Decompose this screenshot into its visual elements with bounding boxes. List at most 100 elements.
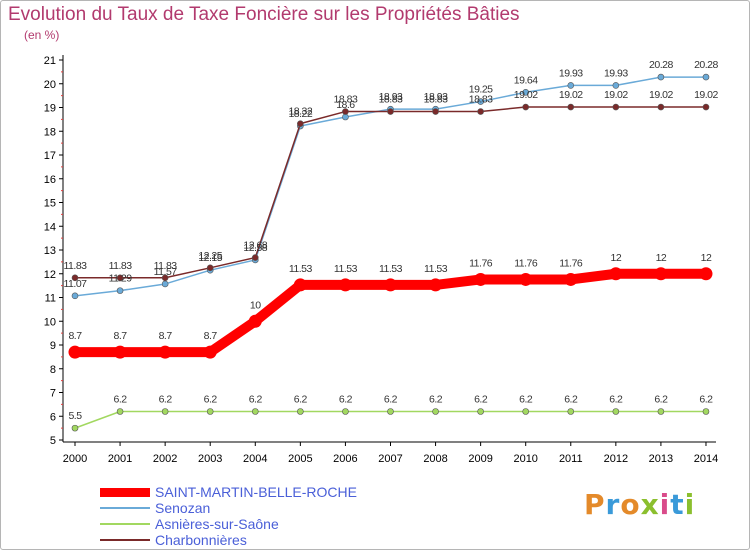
data-label: 19.93 [559, 67, 583, 79]
data-point [161, 274, 169, 282]
legend-item: Charbonnières [100, 532, 420, 548]
data-label: 6.2 [474, 394, 488, 406]
data-point [522, 103, 530, 111]
data-point [612, 82, 620, 89]
x-tick-label: 2010 [513, 453, 537, 465]
x-tick-label: 2005 [288, 453, 312, 465]
y-tick-label: 15 [44, 198, 56, 210]
legend-swatch [100, 487, 150, 497]
data-label: 6.2 [699, 394, 713, 406]
data-label: 11.76 [469, 257, 493, 269]
data-point [387, 108, 394, 115]
data-point [251, 254, 259, 261]
legend-swatch [100, 539, 150, 541]
data-point [113, 345, 127, 359]
legend-label: Charbonnières [155, 532, 247, 548]
data-point [206, 408, 214, 415]
x-tick-label: 2008 [423, 453, 447, 465]
data-label: 11.76 [514, 257, 538, 269]
data-label: 6.2 [159, 394, 173, 406]
data-point [161, 280, 169, 288]
data-label: 18.22 [288, 108, 312, 120]
data-point [248, 314, 262, 328]
data-label: 18.93 [379, 91, 403, 103]
y-tick-label: 19 [44, 103, 56, 115]
chart-title: Evolution du Taux de Taxe Foncière sur l… [8, 4, 520, 25]
data-label: 8.7 [204, 330, 218, 342]
data-point [522, 89, 530, 96]
data-point [161, 408, 169, 415]
x-tick-label: 2013 [649, 453, 673, 465]
data-label: 6.2 [204, 394, 218, 406]
data-point [474, 272, 488, 286]
proxiti-logo: Proxiti [584, 488, 696, 521]
data-point [71, 292, 79, 300]
data-point [702, 73, 710, 81]
data-label: 8.7 [68, 330, 82, 342]
data-point [522, 408, 530, 415]
x-tick-label: 2006 [333, 453, 357, 465]
data-label: 20.28 [694, 59, 718, 71]
data-point [116, 408, 124, 415]
data-label: 11.83 [154, 260, 178, 272]
data-label: 19.93 [604, 67, 628, 79]
data-label: 12.68 [243, 240, 267, 252]
data-label: 18.93 [424, 91, 448, 103]
data-label: 19.02 [649, 89, 673, 101]
y-tick-label: 9 [50, 340, 56, 352]
data-point [383, 278, 397, 292]
x-tick-label: 2001 [108, 453, 132, 465]
data-point [116, 274, 124, 282]
data-point [432, 108, 439, 115]
x-tick-label: 2004 [243, 453, 267, 465]
data-label: 11.83 [109, 260, 133, 272]
y-tick-label: 6 [50, 411, 56, 423]
data-label: 12.25 [198, 250, 222, 262]
legend-item: Asnières-sur-Saône [100, 516, 420, 532]
legend-item: Senozan [100, 500, 420, 516]
x-tick-label: 2003 [198, 453, 222, 465]
data-label: 6.2 [384, 394, 398, 406]
data-label: 11.57 [154, 266, 178, 278]
data-point [702, 103, 710, 111]
data-point [477, 98, 484, 105]
data-point [477, 408, 484, 415]
data-point [293, 278, 307, 292]
data-label: 6.2 [114, 394, 128, 406]
data-label: 19.02 [694, 89, 718, 101]
y-tick-label: 5 [50, 435, 56, 447]
x-tick-label: 2007 [378, 453, 402, 465]
data-label: 12.15 [198, 252, 222, 264]
y-tick-label: 20 [44, 79, 56, 91]
data-point [158, 345, 172, 359]
legend-label: Senozan [155, 500, 211, 516]
x-tick-label: 2012 [604, 453, 628, 465]
data-point [657, 408, 665, 415]
data-label: 6.2 [294, 394, 308, 406]
data-point [429, 278, 443, 292]
y-tick-label: 8 [50, 364, 56, 376]
data-label: 12 [656, 252, 667, 264]
chart-subtitle: (en %) [24, 28, 60, 42]
legend-swatch [100, 523, 150, 525]
data-point [477, 108, 484, 115]
data-point [203, 345, 217, 359]
chart-legend: SAINT-MARTIN-BELLE-ROCHE Senozan Asnières-… [100, 484, 420, 548]
data-label: 18.83 [424, 94, 448, 106]
y-tick-label: 21 [44, 55, 56, 67]
data-label: 11.53 [334, 263, 358, 275]
data-label: 19.02 [514, 89, 538, 101]
data-point [387, 408, 394, 415]
x-tick-label: 2009 [468, 453, 492, 465]
data-point [567, 408, 575, 415]
data-label: 11.53 [289, 263, 313, 275]
data-point [612, 103, 620, 111]
data-point [338, 278, 352, 292]
data-label: 11.53 [379, 263, 403, 275]
data-point [297, 120, 304, 127]
data-point [699, 267, 713, 281]
data-label: 18.6 [336, 99, 355, 111]
x-tick-label: 2014 [694, 453, 718, 465]
data-point [702, 408, 710, 415]
